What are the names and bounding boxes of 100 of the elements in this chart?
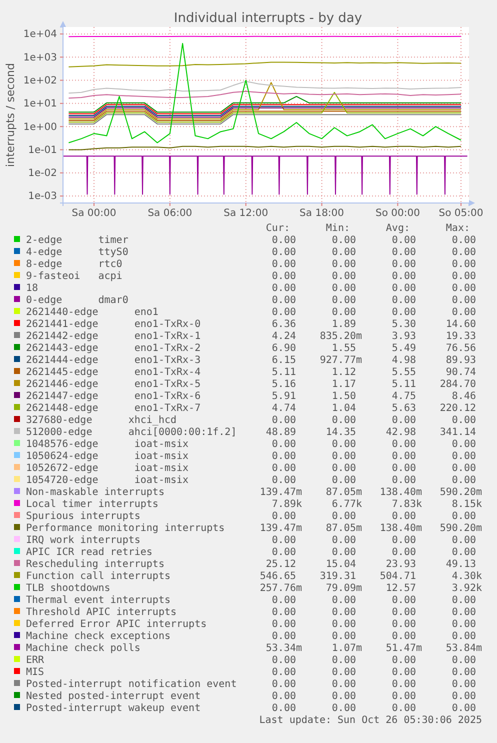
legend-label: 2621448-edge eno1-TxRx-7 (26, 403, 201, 414)
text: 15.04 (326, 559, 356, 570)
text: 0.00 (272, 283, 296, 294)
text: 89.93 (446, 355, 476, 366)
legend-label: 1050624-edge ioat-msix (26, 451, 189, 462)
x-tick-label: So 05:00 (438, 208, 484, 220)
text: 0.00 (272, 271, 296, 282)
y-tick-label: 1e+03 (23, 52, 57, 64)
legend-label: IRQ work interrupts (26, 535, 140, 546)
text: Last update: Sun Oct 26 05:30:06 2025 (259, 715, 482, 726)
text: 0.00 (332, 655, 356, 666)
text: 0.00 (332, 283, 356, 294)
x-tick-label: So 00:00 (375, 208, 420, 220)
y-tick-label: 1e+01 (23, 98, 57, 110)
text: 0.00 (452, 691, 476, 702)
text: 0.00 (452, 547, 476, 558)
legend-label: 2-edge timer (26, 235, 128, 246)
text: 0.00 (452, 595, 476, 606)
y-tick-label: 1e-01 (28, 144, 57, 156)
text: 0.00 (392, 295, 416, 306)
text: 139.47m (260, 487, 302, 498)
text: 0.00 (452, 703, 476, 714)
text: 0.00 (392, 235, 416, 246)
text: 1.07m (332, 643, 362, 654)
legend-label: APIC ICR read retries (26, 547, 152, 558)
text: 0.00 (452, 607, 476, 618)
text: 0.00 (392, 439, 416, 450)
text: 5.16 (272, 379, 296, 390)
y-axis-title: interrupts / second (4, 63, 17, 167)
text: 0.00 (452, 475, 476, 486)
legend-label: 1048576-edge ioat-msix (26, 439, 189, 450)
text: 4.30k (452, 571, 482, 582)
legend-label: Spurious interrupts (26, 511, 140, 522)
text: 0.00 (452, 667, 476, 678)
text: 0.00 (272, 247, 296, 258)
legend-label: 1052672-edge ioat-msix (26, 463, 189, 474)
text: 0.00 (392, 475, 416, 486)
text: 79.09m (326, 583, 362, 594)
text: 4.75 (392, 391, 416, 402)
line-series (68, 80, 462, 94)
legend-label: 18 (26, 283, 38, 294)
text: 6.15 (272, 355, 296, 366)
text: 0.00 (332, 535, 356, 546)
text: 4.24 (272, 331, 296, 342)
y-tick-label: 1e+04 (23, 29, 57, 40)
text: 1.17 (332, 379, 356, 390)
text: 87.05m (326, 487, 362, 498)
text: 0.00 (452, 679, 476, 690)
legend-label: Function call interrupts (26, 571, 170, 582)
text: 5.11 (272, 367, 296, 378)
legend-label: MIS (26, 667, 44, 678)
text: 48.89 (266, 427, 296, 438)
text: 138.40m (380, 523, 422, 534)
text: 0.00 (332, 415, 356, 426)
text: 0.00 (332, 475, 356, 486)
text: 0.00 (392, 415, 416, 426)
text: 927.77m (320, 355, 362, 366)
text: 87.05m (326, 523, 362, 534)
text: 0.00 (392, 631, 416, 642)
text: 53.84m (446, 643, 482, 654)
text: 0.00 (272, 451, 296, 462)
text: 1.12 (332, 367, 356, 378)
text: 42.98 (386, 427, 416, 438)
text: 6.36 (272, 319, 296, 330)
x-tick-label: Sa 06:00 (148, 208, 192, 220)
text: 0.00 (272, 631, 296, 642)
legend-label: Machine check polls (26, 643, 140, 654)
text: 0.00 (332, 691, 356, 702)
text: 0.00 (332, 295, 356, 306)
text: 8.15k (452, 499, 482, 510)
text: 0.00 (272, 607, 296, 618)
text: 341.14 (440, 427, 476, 438)
text: 0.00 (272, 595, 296, 606)
text: 5.30 (392, 319, 416, 330)
text: 835.20m (320, 331, 362, 342)
x-tick-label: Sa 00:00 (72, 208, 116, 220)
legend-label: Threshold APIC interrupts (26, 607, 177, 618)
text: 4.74 (272, 403, 296, 414)
text: 5.55 (392, 367, 416, 378)
text: 0.00 (332, 679, 356, 690)
text: 8.46 (452, 391, 476, 402)
legend-label: 8-edge rtc0 (26, 259, 122, 270)
text: 0.00 (332, 235, 356, 246)
legend-label: 0-edge dmar0 (26, 295, 128, 306)
text: 0.00 (452, 439, 476, 450)
text: 5.11 (392, 379, 416, 390)
text: 0.00 (392, 247, 416, 258)
text: 0.00 (332, 595, 356, 606)
text: 0.00 (332, 439, 356, 450)
legend-label: 1054720-edge ioat-msix (26, 475, 189, 486)
text: 0.00 (452, 619, 476, 630)
text: 220.12 (440, 403, 476, 414)
text: 0.00 (392, 259, 416, 270)
text: 0.00 (452, 415, 476, 426)
text: 0.00 (332, 607, 356, 618)
text: 3.93 (392, 331, 416, 342)
text: 0.00 (392, 307, 416, 318)
text: 0.00 (332, 631, 356, 642)
text: 0.00 (272, 691, 296, 702)
legend-label: TLB shootdowns (26, 583, 110, 594)
